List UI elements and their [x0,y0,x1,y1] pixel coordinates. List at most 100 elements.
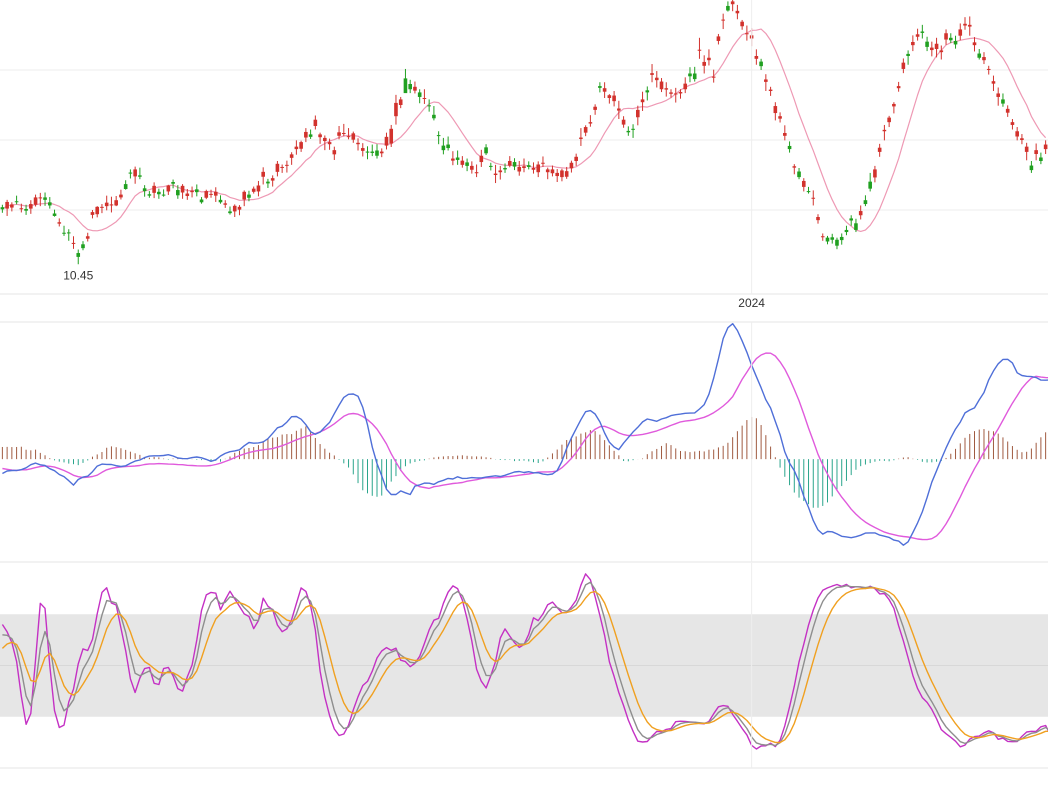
candle-body [389,128,394,144]
candle-body [906,53,910,56]
candle-body [346,136,351,138]
candlestick [659,78,664,93]
candle-body [95,206,100,215]
candlestick [896,81,901,92]
candle-body [773,106,778,114]
candle-body [270,178,275,181]
candle-body [707,57,711,61]
candle-body [541,162,545,164]
candlestick [545,167,550,180]
candle-body [877,147,882,152]
candle-body [958,29,963,36]
candlestick [479,149,484,167]
candlestick [441,137,446,155]
candlestick [1015,127,1019,141]
candle-body [1020,138,1024,140]
candlestick [379,148,384,158]
candle-body [432,114,436,119]
candlestick [223,200,228,208]
candlestick [806,186,811,194]
candlestick [261,167,265,185]
candle-body [868,181,872,189]
candlestick [569,160,574,173]
macd-dif-line [2,323,1048,546]
candle-body [484,147,488,154]
candle-body [579,137,583,139]
candle-body [403,78,408,94]
candle-body [266,181,270,184]
candle-body [588,122,593,124]
candle-body [697,49,702,51]
candlestick [199,197,204,204]
moving-average-line [2,28,1047,232]
candlestick [5,199,9,216]
candle-body [991,81,996,84]
candle-body [327,142,332,145]
candlestick [318,132,322,144]
candle-body [360,148,365,151]
candlestick [925,36,929,52]
candlestick [783,125,787,141]
candlestick [484,144,488,156]
candlestick [811,190,816,206]
candle-body [332,150,337,155]
candle-body [384,136,389,146]
candlestick [1043,140,1048,154]
candle-body [645,90,650,93]
candle-body [232,205,237,212]
candlestick [432,106,436,121]
candlestick [62,225,66,236]
candle-body [223,203,228,205]
candlestick [640,91,645,111]
candlestick [541,156,545,167]
candle-body [730,1,735,5]
candlestick [375,144,379,159]
candle-body [996,93,1001,97]
candlestick [702,55,707,74]
candlestick [232,204,237,217]
candle-body [844,229,849,233]
candlestick [128,169,133,179]
candlestick [251,186,256,194]
candlestick [593,104,597,115]
candlestick [863,195,868,207]
candle-body [14,201,19,203]
candle-body [308,134,313,137]
candle-body [318,134,322,138]
candlestick [982,52,986,65]
candle-body [536,164,541,173]
candle-body [100,206,104,208]
candlestick [138,167,142,180]
candle-body [664,88,669,90]
candlestick [394,94,398,125]
candle-body [650,73,654,75]
candle-body [228,211,232,214]
candle-body [218,199,223,203]
candlestick [171,179,175,189]
candlestick [844,225,849,236]
kdj-j-line [1,573,1048,750]
candlestick [76,249,81,265]
candlestick [142,185,147,197]
candle-body [925,41,929,47]
candle-body [171,182,175,184]
candlestick [707,49,711,66]
candlestick [631,124,635,138]
candlestick [289,152,294,165]
candle-body [261,171,265,177]
candle-body [176,190,180,196]
candle-body [498,170,503,173]
candlestick [356,138,360,151]
candle-body [920,31,925,33]
candlestick [953,35,958,49]
min-low-label: 10.45 [63,268,93,282]
candle-body [934,43,939,49]
candle-body [209,193,213,195]
candle-body [251,188,256,192]
candle-body [394,102,398,117]
candlestick [346,128,351,140]
candle-body [811,197,816,199]
candlestick [735,4,740,20]
candle-body [123,184,128,189]
candle-body [133,169,137,177]
